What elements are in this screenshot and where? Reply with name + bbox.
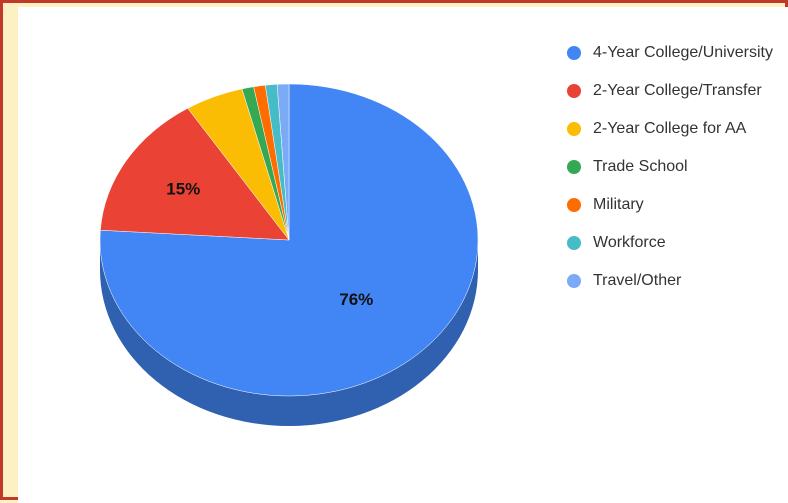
legend-swatch xyxy=(567,274,581,288)
legend-label: Trade School xyxy=(593,158,688,175)
legend-swatch xyxy=(567,236,581,250)
legend-swatch xyxy=(567,198,581,212)
pie-slice-6[interactable] xyxy=(276,83,290,241)
legend-item[interactable]: Military xyxy=(567,186,773,224)
legend-item[interactable]: 4-Year College/University xyxy=(567,34,773,72)
legend-label: 4-Year College/University xyxy=(593,44,773,61)
legend-item[interactable]: 2-Year College/Transfer xyxy=(567,72,773,110)
legend-swatch xyxy=(567,160,581,174)
legend-label: Travel/Other xyxy=(593,272,682,289)
data-label-0: 76% xyxy=(339,290,373,309)
chart-legend: 4-Year College/University 2-Year College/… xyxy=(567,34,773,300)
pie-side-0 xyxy=(100,240,478,426)
legend-label: 2-Year College/Transfer xyxy=(593,82,762,99)
legend-label: 2-Year College for AA xyxy=(593,120,747,137)
pie-chart: 76% 15% xyxy=(99,83,479,426)
chart-panel: 76% 15% 4-Year College/University 2-Year C… xyxy=(18,7,788,503)
legend-item[interactable]: 2-Year College for AA xyxy=(567,110,773,148)
legend-item[interactable]: Trade School xyxy=(567,148,773,186)
legend-swatch xyxy=(567,84,581,98)
legend-swatch xyxy=(567,122,581,136)
legend-item[interactable]: Travel/Other xyxy=(567,262,773,300)
legend-swatch xyxy=(567,46,581,60)
legend-label: Workforce xyxy=(593,234,666,251)
pie-slice-1[interactable] xyxy=(100,107,290,241)
legend-label: Military xyxy=(593,196,644,213)
legend-item[interactable]: Workforce xyxy=(567,224,773,262)
data-label-1: 15% xyxy=(166,179,200,198)
